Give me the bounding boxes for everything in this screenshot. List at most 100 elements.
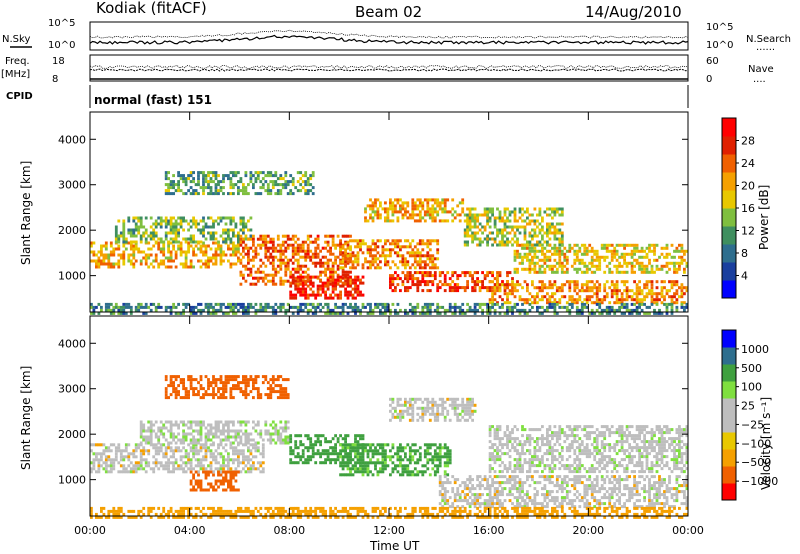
heatmap-cell bbox=[107, 449, 111, 453]
heatmap-cell bbox=[451, 198, 455, 202]
heatmap-cell bbox=[167, 219, 170, 223]
heatmap-cell bbox=[565, 261, 569, 265]
heatmap-cell bbox=[438, 452, 442, 456]
heatmap-cell bbox=[558, 207, 562, 211]
heatmap-cell bbox=[266, 240, 270, 244]
heatmap-cell bbox=[411, 415, 415, 419]
heatmap-cell bbox=[513, 302, 517, 306]
heatmap-cell bbox=[187, 244, 190, 248]
heatmap-cell bbox=[553, 292, 557, 296]
heatmap-cell bbox=[209, 192, 213, 196]
heatmap-cell bbox=[513, 207, 517, 211]
heatmap-cell bbox=[426, 271, 430, 275]
heatmap-cell bbox=[346, 254, 350, 258]
heatmap-cell bbox=[423, 266, 427, 270]
heatmap-cell bbox=[154, 458, 158, 462]
heatmap-cell bbox=[478, 222, 482, 226]
heatmap-cell bbox=[473, 308, 477, 312]
colorbar-segment bbox=[722, 154, 736, 173]
heatmap-cell bbox=[167, 464, 170, 468]
heatmap-cell bbox=[189, 308, 193, 312]
heatmap-cell bbox=[456, 493, 460, 497]
heatmap-cell bbox=[513, 219, 517, 223]
heatmap-cell bbox=[458, 493, 462, 497]
heatmap-cell bbox=[112, 250, 116, 254]
heatmap-cell bbox=[294, 284, 298, 288]
heatmap-cell bbox=[560, 264, 564, 268]
heatmap-cell bbox=[194, 443, 198, 447]
heatmap-cell bbox=[575, 311, 579, 315]
heatmap-cell bbox=[473, 502, 477, 506]
heatmap-cell bbox=[633, 252, 636, 256]
heatmap-cell bbox=[351, 278, 355, 282]
heatmap-cell bbox=[560, 283, 564, 287]
heatmap-cell bbox=[187, 455, 190, 459]
heatmap-cell bbox=[177, 464, 180, 468]
heatmap-cell bbox=[381, 254, 385, 258]
heatmap-cell bbox=[560, 210, 564, 214]
heatmap-cell bbox=[197, 183, 200, 187]
heatmap-cell bbox=[159, 247, 163, 251]
heatmap-cell bbox=[311, 455, 315, 459]
heatmap-cell bbox=[471, 219, 474, 223]
heatmap-cell bbox=[431, 283, 435, 287]
heatmap-cell bbox=[498, 505, 502, 509]
heatmap-cell bbox=[396, 452, 400, 456]
heatmap-cell bbox=[209, 237, 213, 241]
heatmap-cell bbox=[109, 302, 113, 306]
heatmap-cell bbox=[301, 275, 305, 279]
nave-legend: .... bbox=[753, 74, 766, 85]
heatmap-cell bbox=[438, 478, 442, 482]
heatmap-cell bbox=[306, 308, 310, 312]
heatmap-cell bbox=[369, 308, 372, 312]
heatmap-cell bbox=[423, 464, 427, 468]
heatmap-cell bbox=[389, 280, 392, 284]
heatmap-cell bbox=[232, 435, 235, 439]
heatmap-cell bbox=[192, 308, 195, 312]
heatmap-cell bbox=[189, 423, 193, 427]
heatmap-cell bbox=[583, 298, 587, 302]
heatmap-cell bbox=[610, 289, 614, 293]
heatmap-cell bbox=[242, 420, 245, 424]
heatmap-cell bbox=[104, 455, 108, 459]
heatmap-cell bbox=[528, 234, 532, 238]
heatmap-cell bbox=[643, 255, 646, 259]
heatmap-cell bbox=[503, 499, 507, 503]
heatmap-cell bbox=[618, 264, 621, 268]
heatmap-cell bbox=[610, 305, 614, 309]
heatmap-cell bbox=[271, 311, 275, 315]
heatmap-cell bbox=[274, 441, 278, 445]
heatmap-cell bbox=[224, 228, 228, 232]
heatmap-cell bbox=[184, 435, 188, 439]
heatmap-cell bbox=[289, 452, 293, 456]
heatmap-cell bbox=[197, 240, 200, 244]
heatmap-cell bbox=[618, 243, 621, 247]
heatmap-cell bbox=[438, 207, 442, 211]
heatmap-cell bbox=[533, 249, 537, 253]
heatmap-cell bbox=[531, 219, 534, 223]
heatmap-cell bbox=[638, 261, 641, 265]
heatmap-cell bbox=[503, 222, 507, 226]
heatmap-cell bbox=[441, 499, 445, 503]
heatmap-cell bbox=[488, 493, 492, 497]
heatmap-cell bbox=[284, 423, 288, 427]
heatmap-cell bbox=[174, 237, 178, 241]
heatmap-cell bbox=[271, 276, 275, 280]
heatmap-cell bbox=[548, 286, 552, 290]
heatmap-cell bbox=[182, 177, 185, 181]
heatmap-cell bbox=[451, 274, 455, 278]
heatmap-cell bbox=[284, 308, 288, 312]
heatmap-cell bbox=[548, 237, 552, 241]
heatmap-cell bbox=[356, 257, 360, 261]
heatmap-cell bbox=[192, 438, 195, 442]
heatmap-cell bbox=[132, 455, 136, 459]
heatmap-cell bbox=[551, 252, 554, 256]
heatmap-cell bbox=[391, 302, 395, 306]
heatmap-cell bbox=[443, 475, 447, 479]
heatmap-cell bbox=[351, 254, 355, 258]
heatmap-cell bbox=[653, 246, 656, 250]
heatmap-cell bbox=[493, 481, 497, 485]
heatmap-cell bbox=[396, 470, 400, 474]
heatmap-cell bbox=[456, 403, 460, 407]
heatmap-cell bbox=[177, 423, 180, 427]
